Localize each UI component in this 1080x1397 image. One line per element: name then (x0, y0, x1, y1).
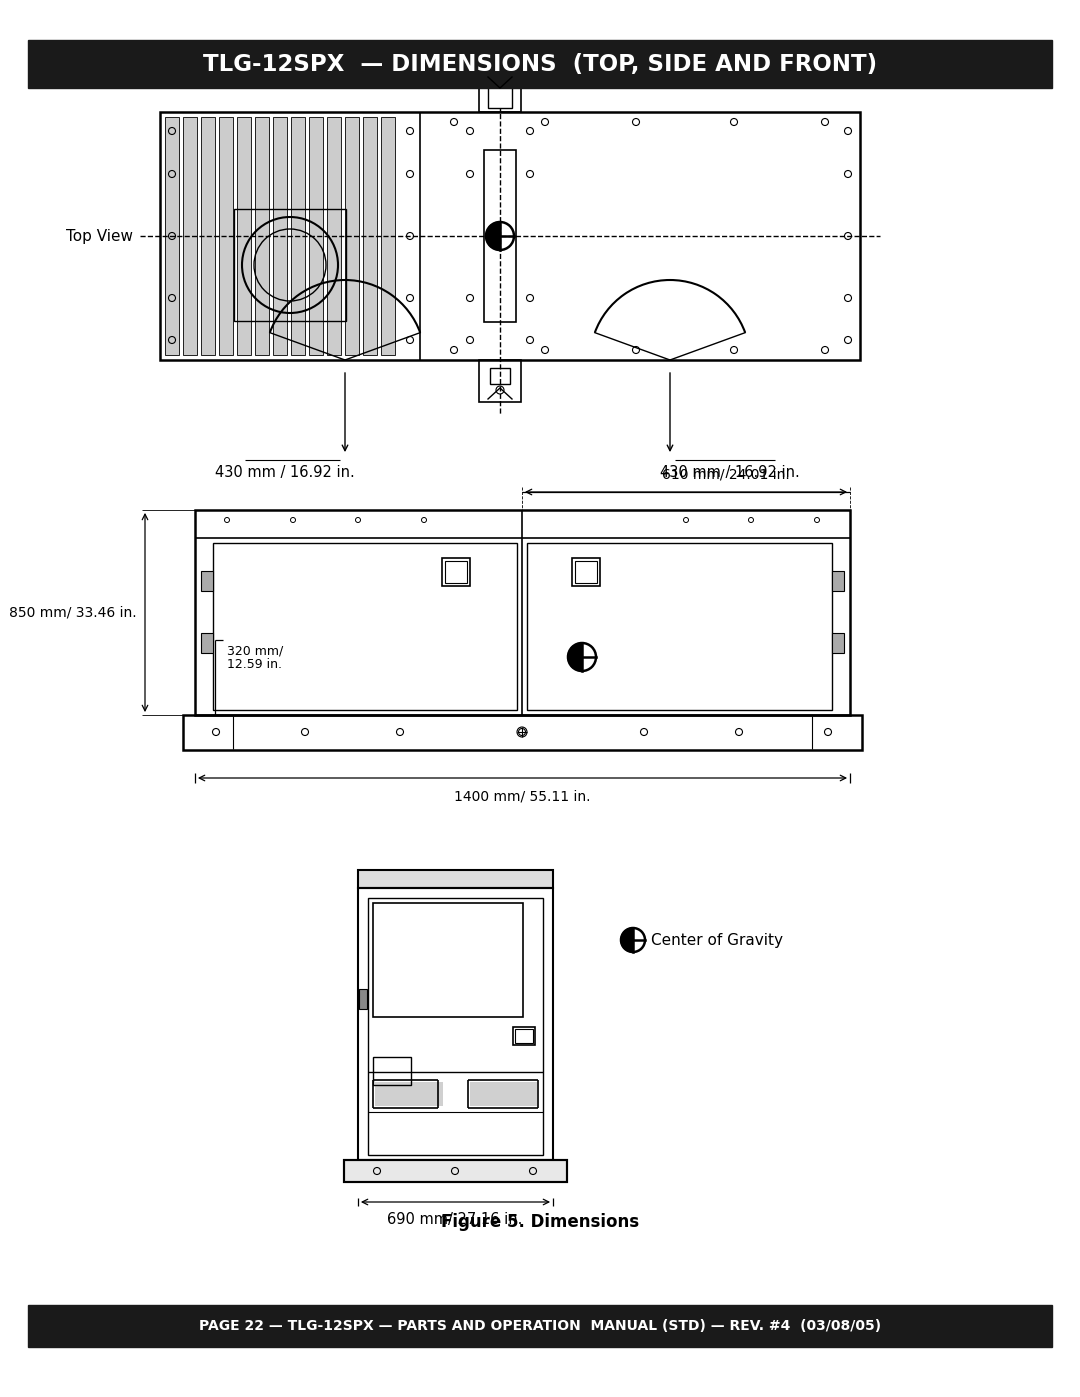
Bar (572, 557, 600, 585)
Bar (234, 210, 346, 321)
Bar (832, 571, 843, 591)
Bar (213, 543, 517, 710)
Bar (575, 562, 597, 583)
Polygon shape (568, 643, 582, 671)
Bar (488, 80, 512, 108)
Text: 12.59 in.: 12.59 in. (227, 658, 282, 671)
Bar (373, 902, 523, 1017)
Text: 1400 mm/ 55.11 in.: 1400 mm/ 55.11 in. (454, 789, 591, 805)
Bar (219, 117, 233, 355)
Bar (490, 367, 510, 384)
Bar (368, 898, 543, 1155)
Bar (363, 117, 377, 355)
Bar (375, 1083, 443, 1106)
Polygon shape (621, 928, 633, 951)
Bar (480, 360, 521, 402)
Bar (345, 117, 359, 355)
Text: 610 mm/ 24.01 in.: 610 mm/ 24.01 in. (662, 468, 789, 482)
Bar (327, 117, 341, 355)
Text: 850 mm/ 33.46 in.: 850 mm/ 33.46 in. (10, 605, 137, 619)
Bar (309, 117, 323, 355)
Bar (165, 117, 179, 355)
Text: Top View: Top View (67, 229, 134, 243)
Bar (357, 870, 553, 888)
Bar (273, 117, 287, 355)
Text: Center of Gravity: Center of Gravity (651, 933, 783, 947)
Bar (359, 989, 367, 1009)
Bar (201, 633, 213, 652)
Bar (160, 112, 860, 360)
Bar (28, 41, 1052, 88)
Bar (357, 888, 553, 1160)
Polygon shape (486, 222, 500, 250)
Text: TLG-12SPX  — DIMENSIONS  (TOP, SIDE AND FRONT): TLG-12SPX — DIMENSIONS (TOP, SIDE AND FR… (203, 53, 877, 75)
Bar (201, 571, 213, 591)
Bar (291, 117, 305, 355)
Text: 430 mm / 16.92 in.: 430 mm / 16.92 in. (215, 465, 355, 481)
Bar (470, 1083, 537, 1106)
Text: 690 mm/ 27.16 in.: 690 mm/ 27.16 in. (388, 1213, 523, 1227)
Bar (345, 1160, 567, 1182)
Bar (513, 1027, 535, 1045)
Bar (515, 1030, 534, 1044)
Bar (832, 633, 843, 652)
Text: PAGE 22 — TLG-12SPX — PARTS AND OPERATION  MANUAL (STD) — REV. #4  (03/08/05): PAGE 22 — TLG-12SPX — PARTS AND OPERATIO… (199, 1319, 881, 1333)
Bar (527, 543, 832, 710)
Text: Figure 5. Dimensions: Figure 5. Dimensions (441, 1213, 639, 1231)
Bar (445, 562, 467, 583)
Bar (381, 117, 395, 355)
Bar (345, 1160, 567, 1182)
Bar (183, 715, 862, 750)
Bar (442, 557, 470, 585)
Bar (28, 1305, 1052, 1347)
Text: 430 mm / 16.92 in.: 430 mm / 16.92 in. (660, 465, 800, 481)
Text: 320 mm/: 320 mm/ (227, 645, 283, 658)
Bar (183, 117, 197, 355)
Bar (237, 117, 251, 355)
Bar (201, 117, 215, 355)
Bar (484, 149, 516, 321)
Bar (255, 117, 269, 355)
Bar (480, 74, 521, 112)
Bar (373, 1058, 411, 1085)
Bar (195, 510, 850, 715)
